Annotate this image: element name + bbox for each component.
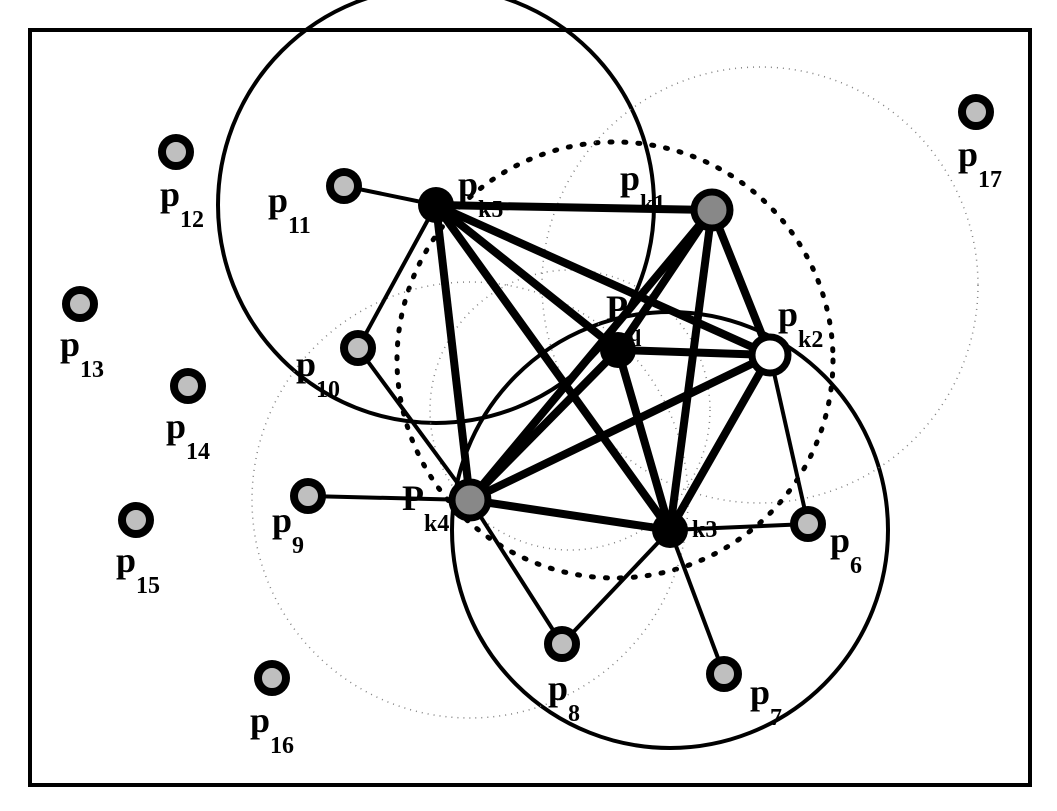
node-k3 [652,512,688,548]
node-p17 [962,98,990,126]
edges-thick [436,205,770,530]
label-p16: p16 [250,700,294,759]
node-p8 [548,630,576,658]
node-k1 [694,192,730,228]
label-p15: p15 [116,540,160,599]
label-p13: p13 [60,324,104,383]
node-p7 [710,660,738,688]
label-k3: k3 [692,517,717,543]
node-k5 [418,187,454,223]
label-p14: p14 [166,406,210,465]
node-k4 [452,482,488,518]
node-p16 [258,664,286,692]
nodes [66,98,990,692]
node-p14 [174,372,202,400]
edge [562,530,670,644]
edge [358,205,436,348]
node-p12 [162,138,190,166]
label-p12: p12 [160,174,204,233]
node-p9 [294,482,322,510]
node-p15 [122,506,150,534]
edge [308,496,470,500]
edge [770,355,808,524]
node-p13 [66,290,94,318]
network-diagram: Pqpk1pk2k3Pk4pk5p6p7p8p9p10p11p12p13p14p… [0,0,1057,811]
edge [470,500,562,644]
node-k2 [752,337,788,373]
label-p11: p11 [268,180,311,239]
label-p10: p10 [296,344,340,403]
label-p7: p7 [750,672,782,731]
node-p6 [794,510,822,538]
edge [470,500,670,530]
label-p17: p17 [958,134,1002,193]
node-p10 [344,334,372,362]
node-p11 [330,172,358,200]
edge [670,524,808,530]
label-p6: p6 [830,520,862,579]
label-k4: Pk4 [402,478,449,537]
label-p8: p8 [548,668,580,727]
labels: Pqpk1pk2k3Pk4pk5p6p7p8p9p10p11p12p13p14p… [60,134,1002,759]
edge [618,350,670,530]
